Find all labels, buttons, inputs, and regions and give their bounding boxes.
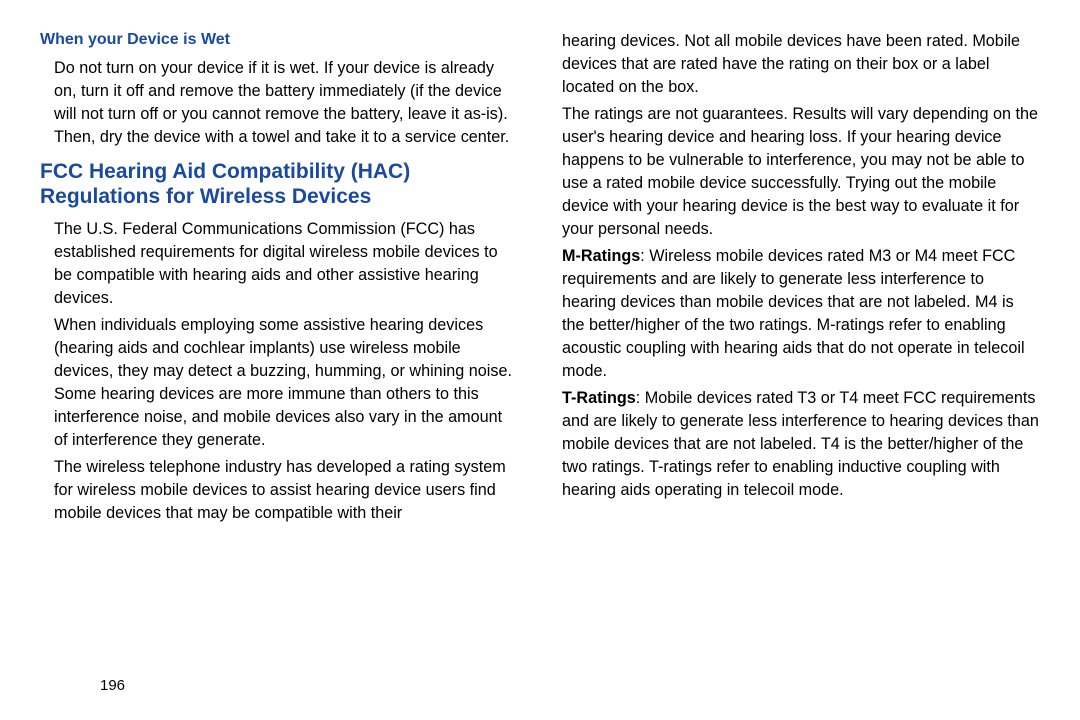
paragraph-interference: When individuals employing some assistiv… bbox=[40, 314, 518, 452]
paragraph-not-guarantees: The ratings are not guarantees. Results … bbox=[562, 103, 1040, 241]
paragraph-rating-box: hearing devices. Not all mobile devices … bbox=[562, 30, 1040, 99]
m-ratings-text: : Wireless mobile devices rated M3 or M4… bbox=[562, 247, 1025, 380]
heading-fcc-hac: FCC Hearing Aid Compatibility (HAC) Regu… bbox=[40, 159, 518, 210]
two-column-layout: When your Device is Wet Do not turn on y… bbox=[40, 30, 1040, 650]
paragraph-rating-system: The wireless telephone industry has deve… bbox=[40, 456, 518, 525]
left-column: When your Device is Wet Do not turn on y… bbox=[40, 30, 518, 650]
subheading-wet-device: When your Device is Wet bbox=[40, 30, 518, 51]
paragraph-m-ratings: M-Ratings: Wireless mobile devices rated… bbox=[562, 245, 1040, 383]
paragraph-wet-device: Do not turn on your device if it is wet.… bbox=[40, 57, 518, 149]
right-column: hearing devices. Not all mobile devices … bbox=[562, 30, 1040, 650]
m-ratings-label: M-Ratings bbox=[562, 247, 640, 265]
t-ratings-label: T-Ratings bbox=[562, 389, 636, 407]
paragraph-fcc-intro: The U.S. Federal Communications Commissi… bbox=[40, 218, 518, 310]
page-number: 196 bbox=[100, 677, 125, 694]
paragraph-t-ratings: T-Ratings: Mobile devices rated T3 or T4… bbox=[562, 387, 1040, 502]
